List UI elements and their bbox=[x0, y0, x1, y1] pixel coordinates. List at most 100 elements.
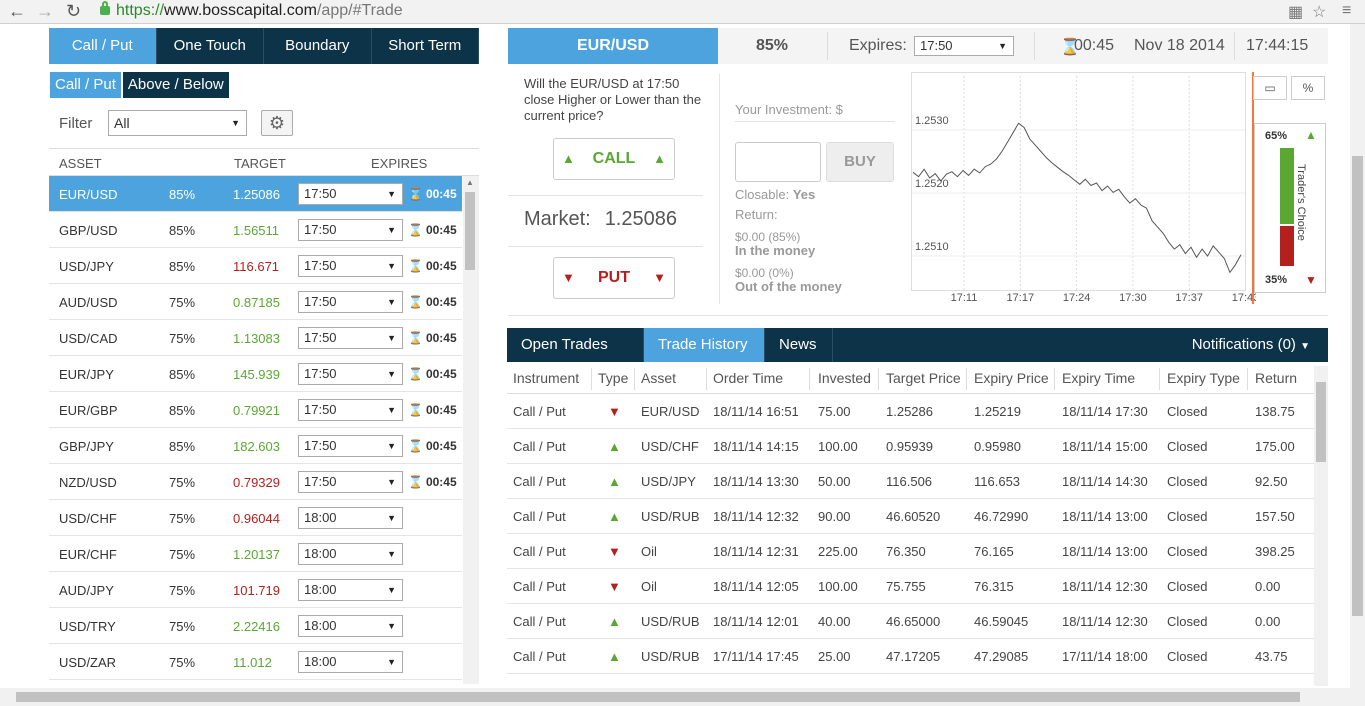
history-cell-expiry-price: 46.59045 bbox=[974, 614, 1029, 629]
timer-value: 00:45 bbox=[425, 295, 457, 309]
tab-one-touch[interactable]: One Touch bbox=[156, 28, 264, 64]
history-cell-invested: 25.00 bbox=[818, 649, 851, 664]
history-col-header[interactable]: Expiry Price bbox=[974, 370, 1049, 386]
tab-boundary[interactable]: Boundary bbox=[264, 28, 372, 64]
history-col-header[interactable]: Return bbox=[1255, 370, 1298, 386]
filter-select[interactable]: All ▼ bbox=[108, 110, 247, 136]
expiry-select[interactable]: 17:50 ▼ bbox=[298, 219, 403, 241]
history-row[interactable]: Call / Put ▼ EUR/USD 18/11/14 16:51 75.00 1.2… bbox=[507, 394, 1317, 429]
notifications-label: Notifications (0) bbox=[1191, 336, 1296, 353]
tab-open-trades[interactable]: Open Trades (0) bbox=[507, 328, 644, 387]
asset-list-scrollbar[interactable]: ▲ bbox=[463, 176, 479, 684]
page-scrollbar[interactable] bbox=[1350, 24, 1365, 688]
tab-news[interactable]: News bbox=[765, 328, 833, 362]
history-cell-instrument: Call / Put bbox=[513, 579, 566, 594]
horizontal-scrollbar[interactable] bbox=[0, 688, 1365, 706]
asset-row[interactable]: NZD/USD 75% 0.79329 17:50 ▼ ⌛ 00:45 bbox=[49, 464, 462, 500]
history-col-header[interactable]: Type bbox=[598, 370, 629, 386]
history-cell-expiry-price: 1.25219 bbox=[974, 404, 1021, 419]
chevron-down-icon: ▼ bbox=[387, 189, 396, 199]
asset-row[interactable]: AUD/USD 75% 0.87185 17:50 ▼ ⌛ 00:45 bbox=[49, 284, 462, 320]
asset-row[interactable]: USD/ZAR 75% 11.012 18:00 ▼ bbox=[49, 644, 462, 680]
expiry-select[interactable]: 17:50 ▼ bbox=[298, 327, 403, 349]
expiry-value: 17:50 bbox=[304, 438, 337, 453]
expiry-select[interactable]: 18:00 ▼ bbox=[298, 579, 403, 601]
settings-button[interactable]: ⚙ bbox=[261, 110, 293, 136]
countdown-timer: ⌛ 00:45 bbox=[408, 475, 457, 489]
expiry-select[interactable]: 18:00 ▼ bbox=[298, 615, 403, 637]
expiry-select[interactable]: 17:50 ▼ bbox=[298, 363, 403, 385]
x-tick-label: 17:24 bbox=[1063, 292, 1091, 304]
reload-icon[interactable]: ↻ bbox=[66, 1, 82, 21]
scroll-thumb[interactable] bbox=[465, 192, 475, 270]
asset-row[interactable]: EUR/CHF 75% 1.20137 18:00 ▼ bbox=[49, 536, 462, 572]
asset-row[interactable]: USD/CHF 75% 0.96044 18:00 ▼ bbox=[49, 500, 462, 536]
subtab-above-below[interactable]: Above / Below bbox=[122, 72, 229, 98]
asset-payout: 75% bbox=[169, 331, 196, 346]
expiry-select[interactable]: 18:00 ▼ bbox=[298, 651, 403, 673]
history-row[interactable]: Call / Put ▲ USD/JPY 18/11/14 13:30 50.00 116… bbox=[507, 464, 1317, 499]
expiry-select[interactable]: 18:00 ▼ bbox=[298, 507, 403, 529]
percent-toggle-button[interactable]: % bbox=[1291, 76, 1325, 100]
history-col-header[interactable]: Target Price bbox=[886, 370, 961, 386]
expiry-select[interactable]: 17:50 ▼ bbox=[298, 471, 403, 493]
asset-payout: 75% bbox=[169, 547, 196, 562]
hourglass-icon: ⌛ bbox=[408, 475, 423, 489]
asset-target: 116.671 bbox=[233, 259, 280, 274]
menu-icon[interactable]: ≡ bbox=[1342, 2, 1352, 19]
asset-row[interactable]: USD/CAD 75% 1.13083 17:50 ▼ ⌛ 00:45 bbox=[49, 320, 462, 356]
history-col-header[interactable]: Asset bbox=[641, 370, 677, 386]
expiry-value: 18:00 bbox=[304, 546, 337, 561]
expiry-select[interactable]: 17:50 ▼ bbox=[298, 183, 403, 205]
asset-row[interactable]: AUD/JPY 75% 101.719 18:00 ▼ bbox=[49, 572, 462, 608]
expiry-value: 17:50 bbox=[304, 402, 337, 417]
translate-icon[interactable]: ▦ bbox=[1288, 4, 1304, 21]
call-bar bbox=[1280, 148, 1294, 224]
forward-arrow-icon[interactable]: → bbox=[36, 1, 54, 21]
expiry-select[interactable]: 17:50 ▼ bbox=[298, 291, 403, 313]
history-row[interactable]: Call / Put ▲ USD/RUB 18/11/14 12:01 40.00 46.… bbox=[507, 604, 1317, 639]
expiry-select[interactable]: 17:50 ▼ bbox=[298, 435, 403, 457]
asset-row[interactable]: EUR/GBP 85% 0.79921 17:50 ▼ ⌛ 00:45 bbox=[49, 392, 462, 428]
history-scrollbar[interactable] bbox=[1314, 366, 1328, 686]
star-icon[interactable]: ☆ bbox=[1312, 4, 1327, 21]
history-col-header[interactable]: Order Time bbox=[713, 370, 784, 386]
asset-row[interactable]: EUR/JPY 85% 145.939 17:50 ▼ ⌛ 00:45 bbox=[49, 356, 462, 392]
history-col-header[interactable]: Invested bbox=[818, 370, 871, 386]
expiry-select[interactable]: 17:50 ▼ bbox=[298, 255, 403, 277]
history-row[interactable]: Call / Put ▲ USD/CHF 18/11/14 14:15 100.00 0.… bbox=[507, 429, 1317, 464]
address-bar[interactable]: https://www.bosscapital.com/app/#Trade bbox=[100, 1, 403, 22]
expiry-select[interactable]: 17:50 ▼ bbox=[298, 399, 403, 421]
asset-row[interactable]: EUR/USD 85% 1.25086 17:50 ▼ ⌛ 00:45 bbox=[49, 176, 462, 212]
scroll-up-icon[interactable]: ▲ bbox=[466, 178, 474, 187]
scroll-thumb[interactable] bbox=[1352, 156, 1363, 616]
back-arrow-icon[interactable]: ← bbox=[8, 1, 26, 21]
chart-expand-button[interactable]: ▭ bbox=[1253, 76, 1287, 100]
asset-payout: 75% bbox=[169, 655, 196, 670]
investment-input[interactable] bbox=[735, 142, 821, 182]
buy-button[interactable]: BUY bbox=[826, 142, 894, 182]
asset-row[interactable]: USD/TRY 75% 2.22416 18:00 ▼ bbox=[49, 608, 462, 644]
history-row[interactable]: Call / Put ▲ USD/RUB 18/11/14 12:32 90.00 46.… bbox=[507, 499, 1317, 534]
expiry-select[interactable]: 18:00 ▼ bbox=[298, 543, 403, 565]
notifications-dropdown[interactable]: Notifications (0) ▼ bbox=[1192, 328, 1310, 364]
history-row[interactable]: Call / Put ▲ USD/RUB 17/11/14 17:45 25.00 47.… bbox=[507, 639, 1317, 674]
expiry-select[interactable]: 17:50 ▼ bbox=[914, 36, 1014, 56]
history-row[interactable]: Call / Put ▼ Oil 18/11/14 12:31 225.00 76.350… bbox=[507, 534, 1317, 569]
history-col-header[interactable]: Instrument bbox=[513, 370, 580, 386]
put-button[interactable]: ▼ PUT ▼ bbox=[553, 257, 675, 299]
tab-trade-history[interactable]: Trade History bbox=[644, 328, 765, 362]
asset-row[interactable]: GBP/USD 85% 1.56511 17:50 ▼ ⌛ 00:45 bbox=[49, 212, 462, 248]
call-button[interactable]: ▲ CALL ▲ bbox=[553, 138, 675, 180]
history-col-header[interactable]: Expiry Type bbox=[1167, 370, 1240, 386]
tab-short-term[interactable]: Short Term bbox=[371, 28, 479, 64]
scroll-thumb[interactable] bbox=[16, 692, 1300, 702]
subtab-call-put[interactable]: Call / Put bbox=[50, 72, 121, 98]
tab-call-put[interactable]: Call / Put bbox=[49, 28, 157, 64]
history-row[interactable]: Call / Put ▼ Oil 18/11/14 12:05 100.00 75.755… bbox=[507, 569, 1317, 604]
asset-row[interactable]: GBP/JPY 85% 182.603 17:50 ▼ ⌛ 00:45 bbox=[49, 428, 462, 464]
return-label: Return: bbox=[735, 207, 778, 222]
history-col-header[interactable]: Expiry Time bbox=[1062, 370, 1136, 386]
scroll-thumb[interactable] bbox=[1316, 382, 1326, 462]
asset-row[interactable]: USD/JPY 85% 116.671 17:50 ▼ ⌛ 00:45 bbox=[49, 248, 462, 284]
